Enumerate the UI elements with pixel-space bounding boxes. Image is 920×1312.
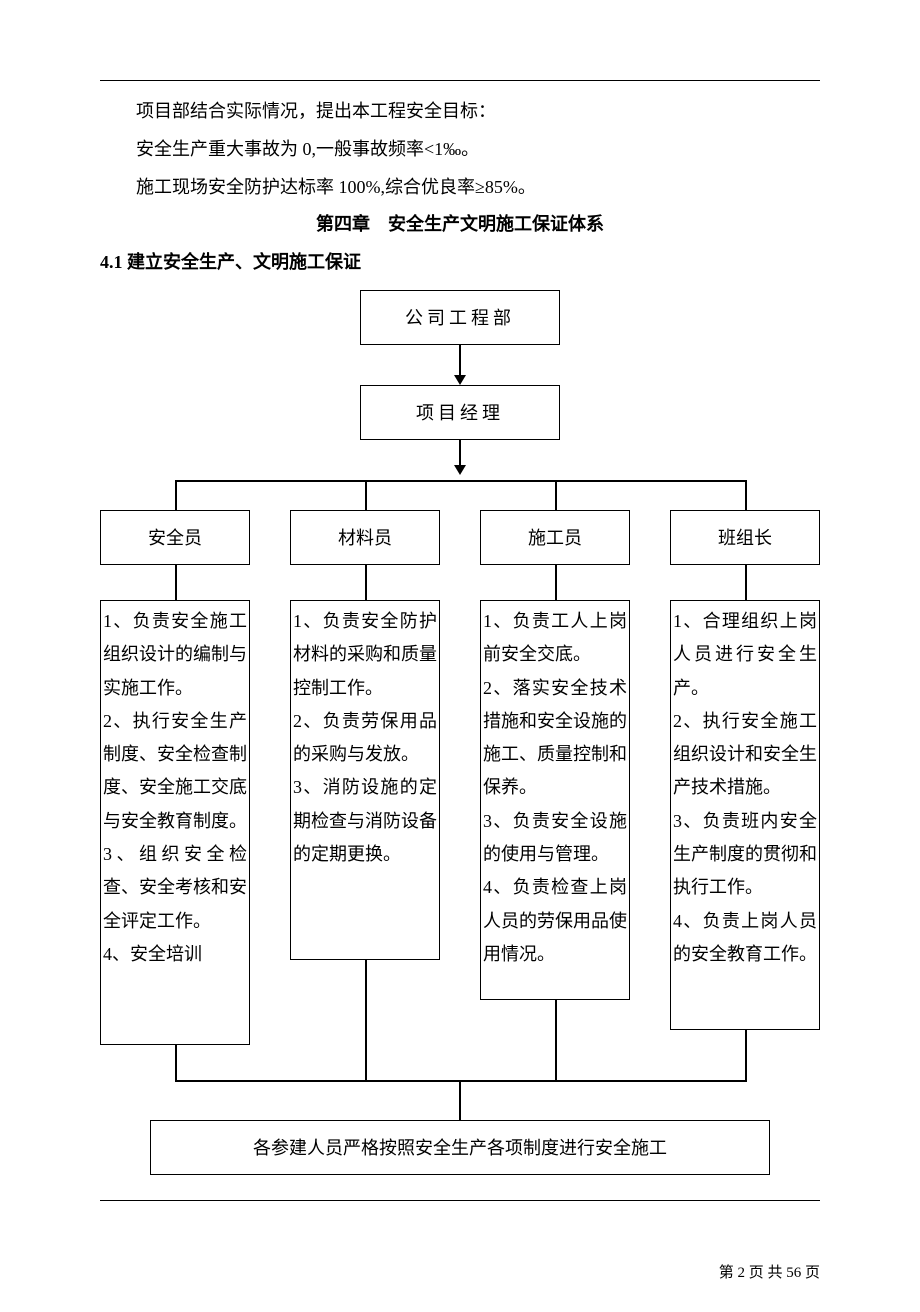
edge <box>175 480 177 510</box>
edge <box>555 1000 557 1080</box>
edge <box>745 480 747 510</box>
edge <box>459 345 461 375</box>
node-material-officer: 材料员 <box>290 510 440 565</box>
edge <box>175 565 177 600</box>
node-label: 项目经理 <box>416 399 504 425</box>
edge <box>745 1030 747 1080</box>
edge <box>555 565 557 600</box>
node-construction-officer: 施工员 <box>480 510 630 565</box>
org-flowchart: 公司工程部 项目经理 安全员 材料员 施工员 班组长 <box>100 290 820 1180</box>
node-project-manager: 项目经理 <box>360 385 560 440</box>
desc-text: 1、负责安全防护材料的采购和质量控制工作。 2、负责劳保用品的采购与发放。 3、… <box>293 611 437 864</box>
edge <box>459 440 461 465</box>
node-label: 班组长 <box>718 524 772 550</box>
paragraph-2: 安全生产重大事故为 0,一般事故频率<1‰。 <box>100 131 820 169</box>
edge <box>745 565 747 600</box>
document-page: 项目部结合实际情况，提出本工程安全目标： 安全生产重大事故为 0,一般事故频率<… <box>0 0 920 1241</box>
page-number: 第 2 页 共 56 页 <box>0 1241 920 1312</box>
edge <box>459 1080 461 1120</box>
edge <box>365 480 367 510</box>
edge-bus <box>175 480 745 482</box>
desc-text: 1、负责安全施工组织设计的编制与实施工作。 2、执行安全生产制度、安全检查制度、… <box>103 611 247 964</box>
desc-text: 1、负责工人上岗前安全交底。 2、落实安全技术措施和安全设施的施工、质量控制和保… <box>483 611 627 964</box>
paragraph-3: 施工现场安全防护达标率 100%,综合优良率≥85%。 <box>100 169 820 207</box>
node-footer-statement: 各参建人员严格按照安全生产各项制度进行安全施工 <box>150 1120 770 1175</box>
node-safety-officer: 安全员 <box>100 510 250 565</box>
node-label: 各参建人员严格按照安全生产各项制度进行安全施工 <box>253 1134 667 1160</box>
arrowhead-icon <box>454 465 466 475</box>
header-rule <box>100 80 820 81</box>
node-label: 材料员 <box>338 524 392 550</box>
arrowhead-icon <box>454 375 466 385</box>
desc-material-officer: 1、负责安全防护材料的采购和质量控制工作。 2、负责劳保用品的采购与发放。 3、… <box>290 600 440 960</box>
edge <box>365 565 367 600</box>
node-label: 施工员 <box>528 524 582 550</box>
node-company-dept: 公司工程部 <box>360 290 560 345</box>
desc-team-leader: 1、合理组织上岗人员进行安全生产。 2、执行安全施工组织设计和安全生产技术措施。… <box>670 600 820 1030</box>
edge <box>365 960 367 1080</box>
desc-text: 1、合理组织上岗人员进行安全生产。 2、执行安全施工组织设计和安全生产技术措施。… <box>673 611 817 964</box>
node-team-leader: 班组长 <box>670 510 820 565</box>
node-label: 安全员 <box>148 524 202 550</box>
edge <box>175 1045 177 1080</box>
chapter-title: 第四章 安全生产文明施工保证体系 <box>100 206 820 244</box>
desc-construction-officer: 1、负责工人上岗前安全交底。 2、落实安全技术措施和安全设施的施工、质量控制和保… <box>480 600 630 1000</box>
edge-bus-bottom <box>175 1080 747 1082</box>
section-title: 4.1 建立安全生产、文明施工保证 <box>100 244 820 282</box>
paragraph-1: 项目部结合实际情况，提出本工程安全目标： <box>100 93 820 131</box>
node-label: 公司工程部 <box>405 304 515 330</box>
edge <box>555 480 557 510</box>
desc-safety-officer: 1、负责安全施工组织设计的编制与实施工作。 2、执行安全生产制度、安全检查制度、… <box>100 600 250 1045</box>
footer-rule <box>100 1200 820 1201</box>
